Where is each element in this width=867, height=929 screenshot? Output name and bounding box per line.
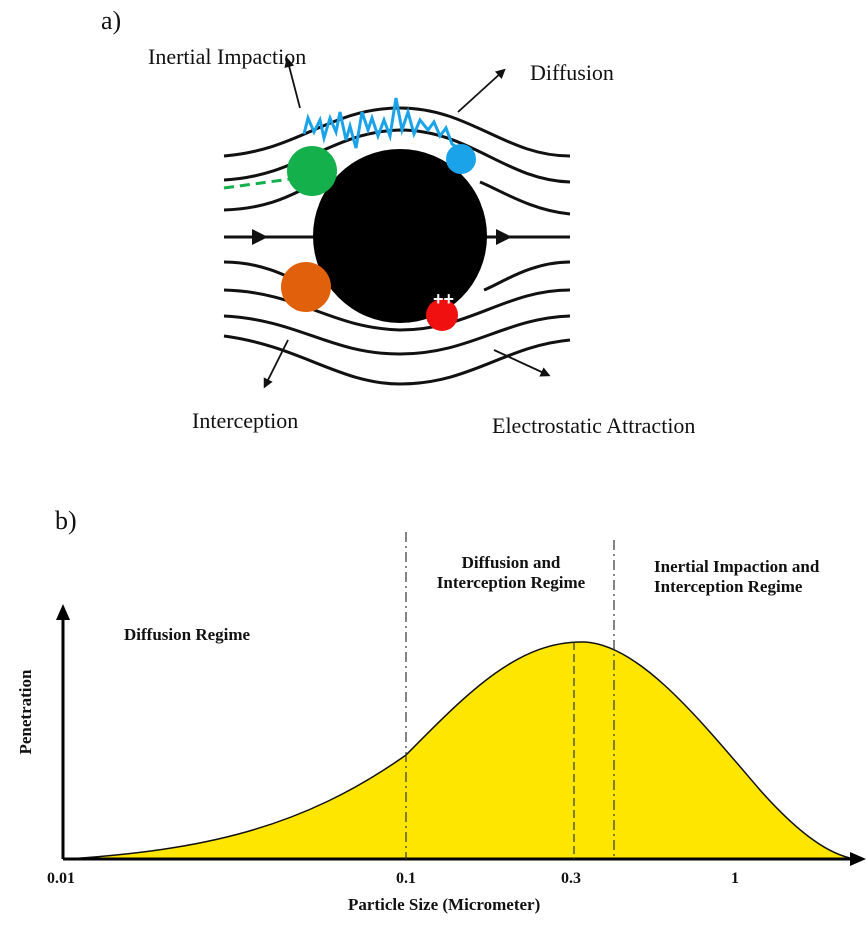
inertial-interception-regime-label: Inertial Impaction and Interception Regi… (654, 557, 819, 597)
electrostatic-particle (426, 299, 458, 331)
electrostatic-pointer-icon (493, 349, 551, 377)
diffusion-interception-line1: Diffusion and (461, 553, 561, 572)
interception-label: Interception (192, 408, 299, 433)
inertial-particle (287, 146, 337, 196)
penetration-curve-fill (67, 641, 856, 860)
diffusion-particle (446, 144, 476, 174)
interception-pointer-icon (263, 339, 289, 389)
diffusion-interception-regime-label: Diffusion and Interception Regime (420, 553, 602, 593)
interception-particle (281, 262, 331, 312)
diffusion-path (302, 97, 459, 150)
inertial-impaction-label: Inertial Impaction (148, 44, 307, 69)
streamline (223, 314, 571, 356)
x-axis-arrow-icon (850, 852, 866, 866)
streamline (483, 260, 571, 292)
streamline (223, 288, 571, 332)
inertial-interception-line1: Inertial Impaction and (654, 557, 820, 576)
x-tick-label: 1 (731, 870, 739, 887)
diffusion-pointer-icon (457, 68, 506, 113)
diffusion-label: Diffusion (530, 60, 614, 85)
flow-arrow-icon (496, 229, 512, 245)
inertial-interception-line2: Interception Regime (654, 577, 803, 596)
streamline (479, 180, 571, 216)
x-tick-label: 0.01 (47, 870, 75, 887)
x-tick-label: 0.3 (561, 870, 581, 887)
y-axis-arrow-icon (56, 604, 70, 620)
streamline (223, 128, 571, 184)
diffusion-regime-label: Diffusion Regime (124, 625, 251, 644)
charge-symbol: ++ (433, 289, 454, 309)
electrostatic-attraction-label: Electrostatic Attraction (492, 413, 696, 438)
x-tick-label: 0.1 (396, 870, 416, 887)
x-axis-label: Particle Size (Micrometer) (348, 895, 541, 914)
panel-a-label: a) (101, 6, 122, 35)
diffusion-interception-line2: Interception Regime (436, 573, 586, 592)
panel-b-label: b) (55, 506, 77, 535)
pointer-arrows (263, 57, 551, 389)
streamline (223, 334, 571, 386)
flow-arrow-icon (252, 229, 268, 245)
streamline (223, 106, 571, 158)
filtration-diagram: ++ (223, 57, 571, 389)
inertial-pointer-icon (284, 57, 301, 109)
fiber (313, 149, 487, 323)
inertial-trajectory (223, 176, 299, 190)
